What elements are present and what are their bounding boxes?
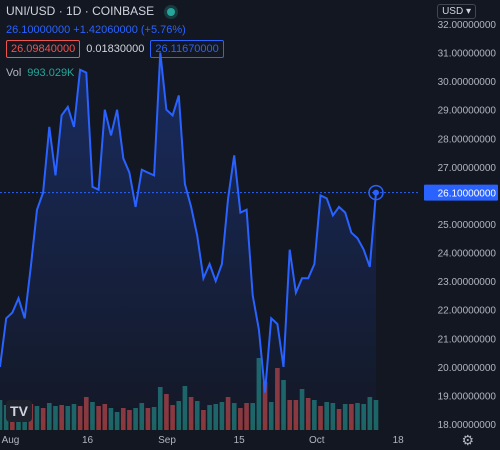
x-tick-label: Oct — [309, 435, 325, 446]
x-tick-label: Sep — [158, 435, 176, 446]
change-text: +1.42060000 (+5.76%) — [73, 24, 186, 36]
price-area-fill — [0, 52, 376, 424]
sell-button[interactable]: 26.09840000 — [6, 40, 81, 58]
x-tick-label: Aug — [2, 435, 20, 446]
y-tick-label: 30.00000000 — [438, 77, 497, 88]
x-tick-label: 15 — [234, 435, 246, 446]
symbol-header: UNI/USD · 1D · COINBASE — [6, 4, 176, 18]
buy-button[interactable]: 26.11670000 — [150, 40, 224, 58]
exchange-label: COINBASE — [92, 4, 155, 18]
y-tick-label: 28.00000000 — [438, 134, 497, 145]
tradingview-logo-icon[interactable]: TV — [6, 400, 32, 422]
y-tick-label: 24.00000000 — [438, 249, 497, 260]
y-tick-label: 18.00000000 — [438, 420, 497, 431]
interval-label[interactable]: 1D — [66, 4, 82, 18]
y-tick-label: 29.00000000 — [438, 106, 497, 117]
spread-value: 0.01830000 — [86, 43, 145, 55]
y-tick-label: 32.00000000 — [438, 20, 497, 31]
price-series-line — [0, 52, 377, 393]
y-tick-label: 25.00000000 — [438, 220, 497, 231]
last-price-tag: 26.10000000 — [424, 184, 498, 201]
price-axis[interactable]: 32.00000000 31.00000000 30.00000000 29.0000… — [424, 20, 498, 431]
last-price-text: 26.10000000 — [6, 24, 71, 36]
y-tick-label: 31.00000000 — [438, 49, 497, 60]
volume-value: 993.029K — [27, 67, 75, 79]
market-status-icon — [167, 7, 176, 16]
chevron-down-icon: ▾ — [465, 6, 471, 17]
y-tick-label: 19.00000000 — [438, 391, 497, 402]
x-tick-label: 16 — [82, 435, 94, 446]
y-tick-label: 20.00000000 — [438, 363, 497, 374]
x-tick-label: 18 — [393, 435, 405, 446]
last-price-marker — [368, 184, 384, 201]
volume-label: Vol — [6, 67, 22, 79]
bid-ask-row: 26.09840000 0.01830000 26.11670000 — [6, 40, 224, 58]
currency-dropdown[interactable]: USD ▾ — [437, 4, 476, 19]
quote-line: 26.10000000 +1.42060000 (+5.76%) — [6, 24, 186, 36]
volume-legend: Vol 993.029K — [6, 67, 74, 79]
currency-label: USD — [442, 6, 464, 17]
y-tick-label: 23.00000000 — [438, 277, 497, 288]
y-tick-label: 22.00000000 — [438, 306, 497, 317]
time-axis[interactable]: Aug 16 Sep 15 Oct 18 — [2, 435, 405, 446]
svg-text:26.10000000: 26.10000000 — [438, 189, 497, 200]
gear-icon[interactable]: ⚙ — [461, 432, 474, 448]
symbol-name[interactable]: UNI/USD — [6, 4, 56, 18]
y-tick-label: 27.00000000 — [438, 163, 497, 174]
y-tick-label: 21.00000000 — [438, 334, 497, 345]
